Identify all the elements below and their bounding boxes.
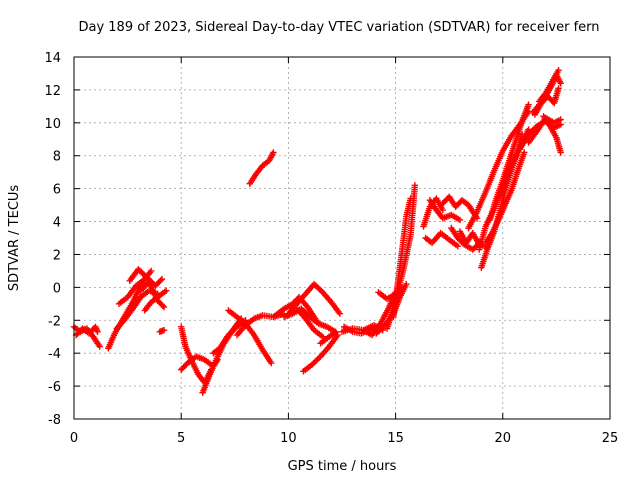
grid <box>74 57 610 419</box>
data-point <box>411 182 419 189</box>
y-tick-label: 0 <box>53 281 61 296</box>
x-tick-label: 20 <box>495 431 512 446</box>
data-point <box>454 243 461 250</box>
data-point <box>160 326 168 334</box>
series-arc-39 <box>486 101 532 224</box>
series-arc-05 <box>115 275 148 308</box>
data-point <box>162 287 170 294</box>
y-tick-label: 4 <box>53 216 61 231</box>
x-tick-label: 5 <box>177 431 185 446</box>
data-point <box>268 359 275 367</box>
data-point <box>158 275 166 283</box>
x-tick-label: 25 <box>602 431 619 446</box>
y-tick-label: -6 <box>48 380 61 395</box>
data-point <box>439 206 446 214</box>
series-arc-19 <box>285 280 344 317</box>
y-tick-label: 6 <box>53 183 61 198</box>
series-arc-31 <box>426 196 464 224</box>
data-point <box>557 116 564 123</box>
series-arc-10 <box>178 323 215 386</box>
data-point <box>94 328 101 335</box>
data-point <box>336 310 344 317</box>
series-arc-46 <box>540 113 564 156</box>
data-layer <box>70 66 564 396</box>
series-arc-09 <box>156 326 168 335</box>
data-point <box>96 343 103 350</box>
y-tick-label: 2 <box>53 248 61 263</box>
data-point <box>456 216 464 224</box>
series-arc-14 <box>225 307 275 367</box>
series-arc-16 <box>246 149 277 187</box>
x-axis-title: GPS time / hours <box>288 459 397 474</box>
y-tick-label: 10 <box>44 117 61 132</box>
y-tick-label: -8 <box>48 413 61 428</box>
series-arc-21 <box>300 331 341 375</box>
data-point <box>147 267 155 275</box>
y-axis-title: SDTVAR / TECUs <box>7 185 22 292</box>
data-point-fill <box>318 287 325 295</box>
data-point <box>313 317 320 324</box>
data-point <box>270 149 277 156</box>
data-point-fill <box>157 277 164 284</box>
data-point-fill <box>315 354 323 362</box>
y-tick-label: 14 <box>44 51 61 66</box>
chart-title: Day 189 of 2023, Sidereal Day-to-day VTE… <box>78 20 599 35</box>
y-tick-label: -4 <box>48 347 61 362</box>
series-arc-08 <box>141 287 170 314</box>
data-point <box>555 85 562 92</box>
series-arc-06 <box>126 266 166 289</box>
series-arc-13 <box>210 317 249 357</box>
data-point <box>525 101 532 108</box>
data-point <box>521 149 528 156</box>
series-arc-29 <box>383 182 419 332</box>
series-arc-40 <box>482 149 528 247</box>
series-arc-02 <box>72 323 101 339</box>
data-point <box>160 303 168 311</box>
series-arc-45 <box>531 85 562 118</box>
plot-frame <box>73 56 611 420</box>
data-point <box>403 280 410 288</box>
data-point <box>332 328 339 335</box>
axes: 0 5 10 15 20 25 -8 -6 -4 -2 0 2 4 6 8 10 12 14 <box>44 51 618 446</box>
y-tick-label: -2 <box>48 314 61 329</box>
data-point <box>557 149 564 156</box>
series-arc-20 <box>293 305 326 340</box>
x-tick-label: 0 <box>70 431 78 446</box>
data-point <box>557 80 564 87</box>
series-arc-22 <box>317 328 339 347</box>
data-point-fill <box>159 302 166 309</box>
y-tick-label: 8 <box>53 150 61 165</box>
data-point <box>334 331 341 339</box>
data-point <box>555 66 562 74</box>
series-arc-32 <box>422 229 461 250</box>
x-tick-label: 15 <box>387 431 404 446</box>
x-tick-label: 10 <box>280 431 297 446</box>
y-tick-label: 12 <box>44 84 61 99</box>
